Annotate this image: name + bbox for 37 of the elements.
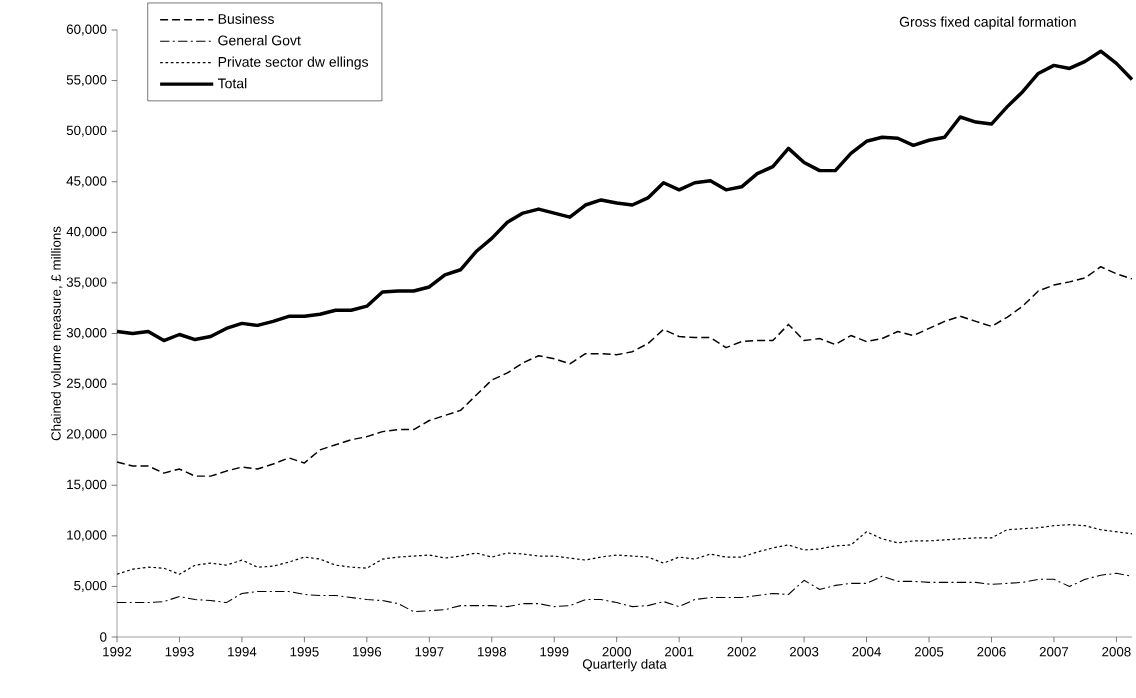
x-tick-label: 2008 — [1102, 647, 1131, 657]
x-tick-label: 1992 — [103, 647, 132, 657]
x-tick-label: 2004 — [852, 647, 881, 657]
x-tick-label: 1999 — [540, 647, 569, 657]
y-tick-label: 20,000 — [66, 429, 107, 441]
x-tick-label: 2001 — [665, 647, 694, 657]
x-tick-label: 1998 — [477, 647, 507, 657]
x-tick-label: 1994 — [228, 647, 257, 657]
x-tick-label: 1996 — [353, 647, 382, 657]
y-tick-label: 60,000 — [66, 24, 107, 36]
y-tick-label: 0 — [100, 632, 107, 642]
y-tick-label: 35,000 — [66, 277, 107, 289]
legend-label: Business — [218, 13, 274, 24]
x-tick-label: 2005 — [914, 647, 944, 657]
y-axis-title: Chained volume measure, £ millions — [50, 226, 63, 441]
y-tick-label: 45,000 — [66, 176, 107, 188]
y-tick-label: 40,000 — [66, 226, 107, 238]
y-tick-label: 5,000 — [74, 580, 107, 592]
y-tick-label: 15,000 — [67, 479, 107, 491]
x-tick-label: 1997 — [415, 647, 444, 657]
y-tick-label: 55,000 — [66, 75, 107, 87]
x-tick-label: 2000 — [602, 647, 632, 657]
y-tick-label: 25,000 — [66, 378, 107, 390]
legend-label: General Govt — [218, 35, 301, 46]
x-tick-label: 1993 — [165, 647, 194, 657]
x-tick-label: 2002 — [727, 647, 756, 657]
chart-title: Gross fixed capital formation — [899, 16, 1076, 30]
y-tick-label: 30,000 — [66, 327, 107, 339]
y-tick-label: 50,000 — [66, 125, 107, 137]
legend-label: Total — [217, 78, 247, 89]
x-tick-label: 2003 — [789, 647, 819, 657]
x-axis-title: Quarterly data — [582, 658, 667, 672]
y-tick-label: 10,000 — [67, 530, 107, 542]
x-tick-label: 2007 — [1039, 647, 1069, 657]
x-tick-label: 1995 — [290, 647, 319, 657]
legend-label: Private sector dw ellings — [218, 56, 369, 70]
x-tick-label: 2006 — [977, 647, 1006, 657]
